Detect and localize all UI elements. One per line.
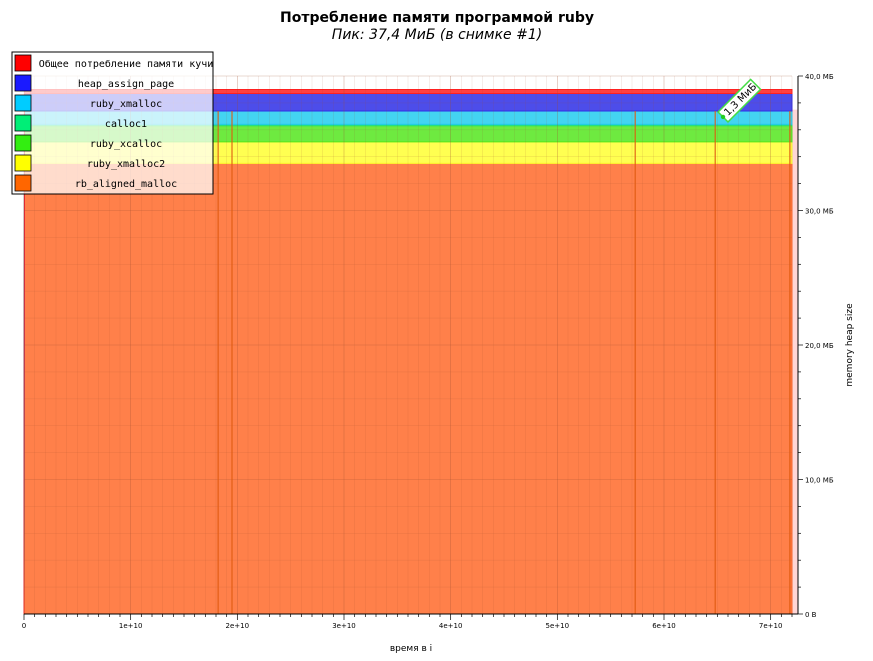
chart-title: Потребление памяти программой ruby	[280, 10, 594, 26]
y-tick-label: 10,0 МБ	[805, 477, 834, 485]
x-tick-label: 3e+10	[332, 622, 356, 630]
legend-label: calloc1	[105, 119, 147, 130]
x-tick-label: 2e+10	[226, 622, 250, 630]
legend-swatch	[14, 74, 32, 92]
y-tick-label: 20,0 МБ	[805, 342, 834, 350]
legend-label: Общее потребление памяти кучи	[39, 58, 214, 70]
legend: Общее потребление памяти кучи heap_assign…	[11, 51, 214, 195]
x-tick-label: 6e+10	[652, 622, 676, 630]
legend-swatch	[14, 174, 32, 192]
legend-label: ruby_xmalloc2	[87, 159, 165, 170]
x-axis-label: время в i	[390, 644, 432, 654]
chart-subtitle: Пик: 37,4 МиБ (в снимке #1)	[332, 27, 542, 43]
x-tick-label: 0	[22, 622, 26, 630]
x-tick-label: 7e+10	[759, 622, 783, 630]
y-tick-label: 40,0 МБ	[805, 73, 834, 81]
snapshot-lines	[217, 110, 791, 614]
y-axis: 0 B 10,0 МБ 20,0 МБ 30,0 МБ 40,0 МБ	[797, 73, 834, 619]
legend-swatch	[14, 94, 32, 112]
x-axis: 0 1e+10 2e+10 3e+10 4e+10 5e+10 6e+10 7e+10	[22, 613, 798, 630]
y-tick-label: 0 B	[805, 611, 817, 619]
legend-label: rb_aligned_malloc	[75, 179, 177, 190]
y-tick-label: 30,0 МБ	[805, 208, 834, 216]
legend-label: ruby_xcalloc	[90, 139, 162, 150]
x-tick-label: 1e+10	[119, 622, 143, 630]
legend-swatch	[14, 114, 32, 132]
y-axis-label: memory heap size	[845, 303, 855, 387]
legend-swatch	[14, 134, 32, 152]
legend-swatch	[14, 154, 32, 172]
plot-right-band	[790, 109, 798, 614]
legend-label: ruby_xmalloc	[90, 99, 162, 110]
x-tick-label: 4e+10	[439, 622, 463, 630]
legend-swatch	[14, 54, 32, 72]
annotation-dot	[720, 114, 726, 120]
x-tick-label: 5e+10	[546, 622, 570, 630]
legend-label: heap_assign_page	[78, 79, 174, 90]
legend-box	[11, 51, 214, 195]
